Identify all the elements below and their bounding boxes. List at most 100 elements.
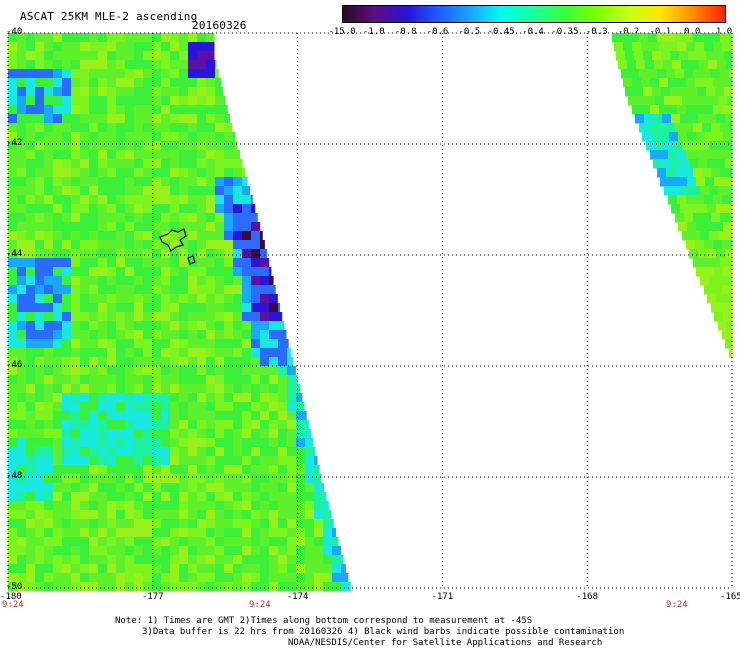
swath-cell [161, 501, 171, 511]
swath-cell [62, 528, 72, 538]
swath-cell [724, 51, 733, 61]
swath-cell [242, 384, 252, 394]
swath-cell [35, 150, 45, 160]
swath-cell [314, 582, 324, 592]
swath-cell [251, 546, 261, 556]
color-scale-tick-label: -0.5 [458, 27, 481, 37]
swath-cell [125, 105, 135, 115]
swath-cell [8, 474, 18, 484]
swath-cell [689, 114, 699, 124]
swath-cell [233, 303, 243, 313]
swath-cell [278, 348, 288, 358]
swath-cell [224, 105, 228, 115]
swath-cell [711, 33, 721, 43]
swath-cell [161, 393, 171, 403]
swath-cell [206, 474, 216, 484]
swath-cell [215, 105, 225, 115]
swath-cell [242, 402, 252, 412]
swath-cell [727, 231, 733, 241]
swath-cell [287, 528, 297, 538]
swath-cell [188, 195, 198, 205]
swath-cell [655, 141, 665, 151]
swath-cell [35, 510, 45, 520]
swath-cell [179, 456, 189, 466]
swath-cell [98, 402, 108, 412]
swath-cell [26, 267, 36, 277]
swath-cell [197, 213, 207, 223]
swath-cell [26, 69, 36, 79]
swath-cell [134, 519, 144, 529]
swath-cell [260, 420, 270, 430]
swath-cell [143, 60, 153, 70]
swath-cell [44, 447, 54, 457]
swath-cell [197, 339, 207, 349]
swath-cell [170, 168, 180, 178]
swath-cell [125, 96, 135, 106]
swath-cell [718, 141, 728, 151]
swath-cell [233, 258, 243, 268]
swath-cell [224, 564, 234, 574]
swath-cell [709, 141, 719, 151]
swath-cell [278, 330, 287, 340]
swath-cell [80, 366, 90, 376]
swath-cell [170, 402, 180, 412]
swath-cell [53, 366, 63, 376]
swath-cell [224, 177, 234, 187]
swath-cell [134, 150, 144, 160]
swath-cell [224, 240, 234, 250]
swath-cell [341, 573, 349, 583]
swath-cell [134, 510, 144, 520]
swath-cell [242, 420, 252, 430]
swath-cell [89, 195, 99, 205]
swath-cell [71, 150, 81, 160]
swath-cell [107, 546, 117, 556]
swath-cell [17, 501, 27, 511]
swath-cell [305, 456, 315, 466]
swath-cell [161, 456, 171, 466]
swath-cell [215, 222, 225, 232]
swath-cell [233, 177, 243, 187]
swath-cell [53, 285, 63, 295]
swath-cell [702, 258, 712, 268]
swath-cell [242, 285, 252, 295]
swath-cell [206, 42, 215, 52]
swath-cell [224, 384, 234, 394]
swath-cell [8, 168, 18, 178]
swath-cell [161, 186, 171, 196]
swath-cell [17, 555, 27, 565]
swath-cell [107, 186, 117, 196]
swath-cell [71, 231, 81, 241]
swath-cell [116, 312, 126, 322]
swath-cell [215, 411, 225, 421]
swath-cell [170, 366, 180, 376]
swath-cell [89, 474, 99, 484]
swath-cell [215, 375, 225, 385]
swath-cell [80, 96, 90, 106]
swath-cell [224, 258, 234, 268]
note-line-1: Note: 1) Times are GMT 2)Times along bot… [115, 616, 533, 626]
swath-cell [35, 285, 45, 295]
swath-cell [269, 438, 279, 448]
swath-cell [260, 564, 270, 574]
swath-cell [89, 204, 99, 214]
swath-cell [62, 105, 72, 115]
swath-cell [134, 339, 144, 349]
swath-cell [170, 204, 180, 214]
swath-cell [8, 186, 18, 196]
swath-cell [179, 321, 189, 331]
swath-cell [8, 60, 18, 70]
swath-cell [260, 357, 270, 367]
swath-cell [206, 330, 216, 340]
swath-cell [143, 537, 153, 547]
swath-cell [26, 321, 36, 331]
swath-cell [731, 195, 733, 205]
swath-cell [686, 105, 696, 115]
swath-cell [8, 501, 18, 511]
swath-cell [53, 33, 63, 43]
swath-cell [720, 303, 730, 313]
swath-cell [152, 411, 162, 421]
swath-cell [26, 573, 36, 583]
swath-cell [152, 582, 162, 592]
swath-cell [107, 141, 117, 151]
swath-cell [89, 510, 99, 520]
